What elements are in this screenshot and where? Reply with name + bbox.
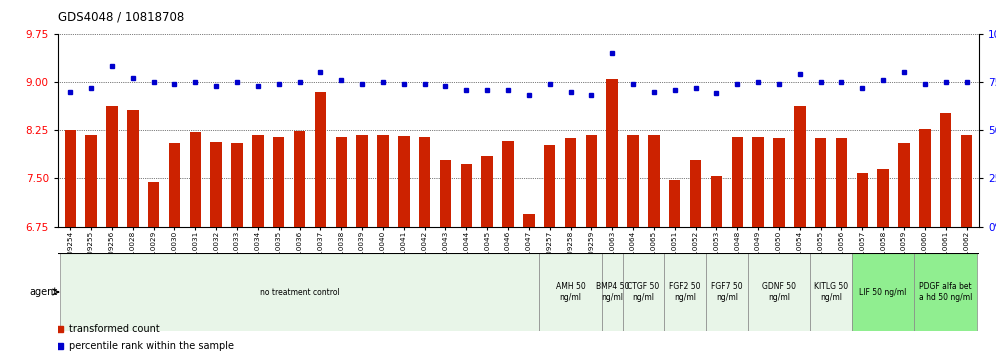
- FancyBboxPatch shape: [539, 253, 602, 331]
- Bar: [794, 106, 806, 227]
- FancyBboxPatch shape: [852, 253, 914, 331]
- Bar: [523, 214, 535, 227]
- Bar: [940, 113, 951, 227]
- Bar: [168, 143, 180, 227]
- Bar: [836, 138, 848, 227]
- FancyBboxPatch shape: [810, 253, 852, 331]
- Text: FGF7 50
ng/ml: FGF7 50 ng/ml: [711, 282, 743, 302]
- Bar: [898, 143, 909, 227]
- Bar: [252, 135, 264, 227]
- Bar: [439, 160, 451, 227]
- Bar: [127, 110, 138, 227]
- Text: BMP4 50
ng/ml: BMP4 50 ng/ml: [596, 282, 628, 302]
- FancyBboxPatch shape: [622, 253, 664, 331]
- Bar: [65, 130, 76, 227]
- Text: transformed count: transformed count: [69, 324, 159, 333]
- Bar: [919, 129, 930, 227]
- Bar: [481, 156, 493, 227]
- Text: CTGF 50
ng/ml: CTGF 50 ng/ml: [627, 282, 659, 302]
- Bar: [460, 164, 472, 227]
- Text: no treatment control: no treatment control: [260, 287, 340, 297]
- Bar: [377, 135, 388, 227]
- Bar: [731, 137, 743, 227]
- Bar: [877, 169, 888, 227]
- Bar: [107, 106, 118, 227]
- Bar: [148, 182, 159, 227]
- Text: KITLG 50
ng/ml: KITLG 50 ng/ml: [814, 282, 849, 302]
- FancyBboxPatch shape: [706, 253, 748, 331]
- Bar: [669, 180, 680, 227]
- Text: GDNF 50
ng/ml: GDNF 50 ng/ml: [762, 282, 796, 302]
- Text: FGF2 50
ng/ml: FGF2 50 ng/ml: [669, 282, 701, 302]
- Bar: [231, 143, 243, 227]
- Bar: [961, 135, 972, 227]
- Bar: [86, 135, 97, 227]
- FancyBboxPatch shape: [602, 253, 622, 331]
- Bar: [607, 79, 618, 227]
- Text: GDS4048 / 10818708: GDS4048 / 10818708: [58, 11, 184, 24]
- Bar: [648, 135, 659, 227]
- Text: PDGF alfa bet
a hd 50 ng/ml: PDGF alfa bet a hd 50 ng/ml: [919, 282, 972, 302]
- FancyBboxPatch shape: [664, 253, 706, 331]
- Bar: [857, 173, 869, 227]
- Bar: [690, 160, 701, 227]
- FancyBboxPatch shape: [748, 253, 810, 331]
- Bar: [565, 138, 577, 227]
- Text: agent: agent: [30, 287, 58, 297]
- Bar: [815, 138, 827, 227]
- Bar: [273, 137, 285, 227]
- Bar: [773, 138, 785, 227]
- Bar: [315, 92, 326, 227]
- FancyBboxPatch shape: [60, 253, 539, 331]
- Bar: [210, 142, 222, 227]
- Bar: [189, 132, 201, 227]
- Bar: [627, 135, 638, 227]
- Text: percentile rank within the sample: percentile rank within the sample: [69, 341, 234, 351]
- Text: LIF 50 ng/ml: LIF 50 ng/ml: [860, 287, 907, 297]
- Bar: [502, 141, 514, 227]
- Bar: [711, 176, 722, 227]
- FancyBboxPatch shape: [914, 253, 977, 331]
- Bar: [544, 145, 556, 227]
- Bar: [419, 137, 430, 227]
- Bar: [336, 137, 347, 227]
- Bar: [398, 136, 409, 227]
- Bar: [586, 135, 598, 227]
- Bar: [752, 137, 764, 227]
- Text: AMH 50
ng/ml: AMH 50 ng/ml: [556, 282, 586, 302]
- Bar: [357, 135, 368, 227]
- Bar: [294, 131, 306, 227]
